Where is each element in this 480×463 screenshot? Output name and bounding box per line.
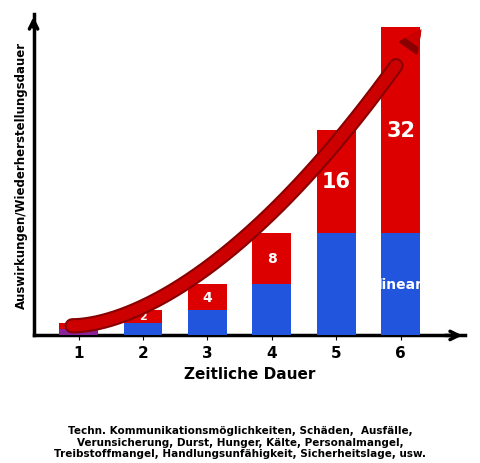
Bar bbox=[188, 310, 227, 336]
Text: linear: linear bbox=[378, 277, 423, 291]
Bar bbox=[317, 233, 356, 336]
Bar bbox=[317, 131, 356, 233]
Text: 2: 2 bbox=[139, 312, 147, 321]
Text: 16: 16 bbox=[322, 172, 351, 192]
Bar bbox=[188, 284, 227, 310]
Text: Techn. Kommunikationsmöglichkeiten, Schäden,  Ausfälle,
Verunsicherung, Durst, H: Techn. Kommunikationsmöglichkeiten, Schä… bbox=[54, 425, 426, 458]
Bar bbox=[124, 310, 162, 323]
Y-axis label: Auswirkungen/Wiederherstellungsdauer: Auswirkungen/Wiederherstellungsdauer bbox=[15, 42, 28, 309]
Bar bbox=[381, 28, 420, 233]
Text: 4: 4 bbox=[203, 290, 212, 304]
Bar bbox=[60, 323, 98, 329]
Text: 8: 8 bbox=[267, 252, 276, 266]
Text: 32: 32 bbox=[386, 120, 415, 140]
Bar bbox=[124, 323, 162, 336]
X-axis label: Zeitliche Dauer: Zeitliche Dauer bbox=[183, 366, 315, 381]
Bar bbox=[381, 233, 420, 336]
Bar bbox=[60, 329, 98, 336]
Text: 1: 1 bbox=[75, 321, 83, 331]
Bar bbox=[252, 284, 291, 336]
Bar bbox=[252, 233, 291, 284]
